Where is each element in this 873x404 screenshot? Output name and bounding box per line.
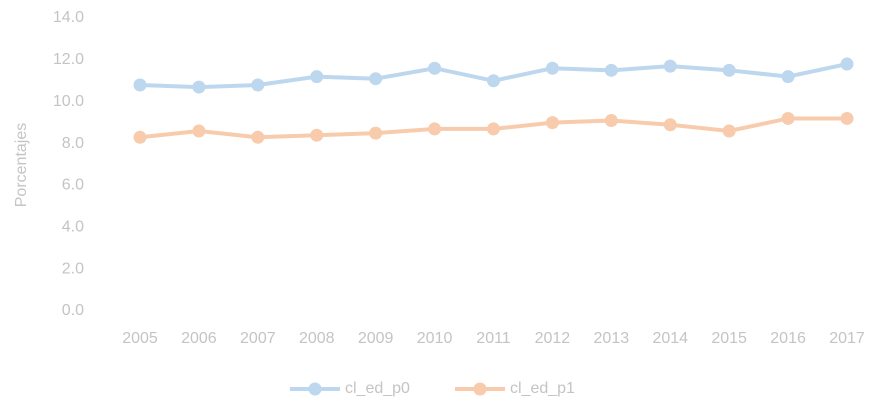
x-tick-label: 2008 [299,330,335,347]
x-tick-label: 2014 [652,330,688,347]
x-tick-label: 2005 [122,330,158,347]
series-marker [840,57,854,71]
series-marker [781,111,795,125]
x-tick-label: 2010 [417,330,453,347]
series-marker [369,126,383,140]
series-marker [369,72,383,86]
series-marker [310,70,324,84]
x-tick-label: 2015 [711,330,747,347]
legend-label: cl_ed_p1 [510,380,575,397]
y-tick-label: 0.0 [62,302,84,319]
x-tick-label: 2009 [358,330,394,347]
series-marker [663,59,677,73]
x-tick-label: 2017 [829,330,865,347]
series-marker [251,78,265,92]
series-marker [781,70,795,84]
legend-label: cl_ed_p0 [345,380,410,397]
series-marker [545,116,559,130]
series-marker [487,122,500,136]
series-marker [192,80,206,94]
series-marker [133,78,147,92]
series-marker [722,124,736,138]
y-tick-label: 4.0 [62,219,84,236]
y-tick-label: 12.0 [53,51,84,68]
x-tick-label: 2007 [240,330,276,347]
x-tick-label: 2011 [476,330,511,347]
legend-marker [308,382,322,396]
y-tick-label: 8.0 [62,135,84,152]
series-marker [545,61,559,75]
y-tick-label: 6.0 [62,177,84,194]
y-tick-label: 14.0 [53,9,84,26]
legend-marker [473,382,487,396]
series-marker [133,130,147,144]
y-tick-label: 2.0 [62,260,84,277]
series-marker [722,63,736,77]
x-tick-label: 2012 [535,330,571,347]
series-marker [251,130,265,144]
series-marker [310,128,324,142]
series-marker [192,124,206,138]
series-marker [604,63,618,77]
x-tick-label: 2016 [770,330,806,347]
series-marker [487,74,500,88]
x-tick-label: 2006 [181,330,217,347]
series-marker [604,114,618,128]
series-marker [663,118,677,132]
x-tick-label: 2013 [594,330,630,347]
series-marker [428,61,442,75]
y-tick-label: 10.0 [53,93,84,110]
series-marker [840,111,854,125]
y-axis-label: Porcentajes [13,123,30,208]
series-marker [428,122,442,136]
